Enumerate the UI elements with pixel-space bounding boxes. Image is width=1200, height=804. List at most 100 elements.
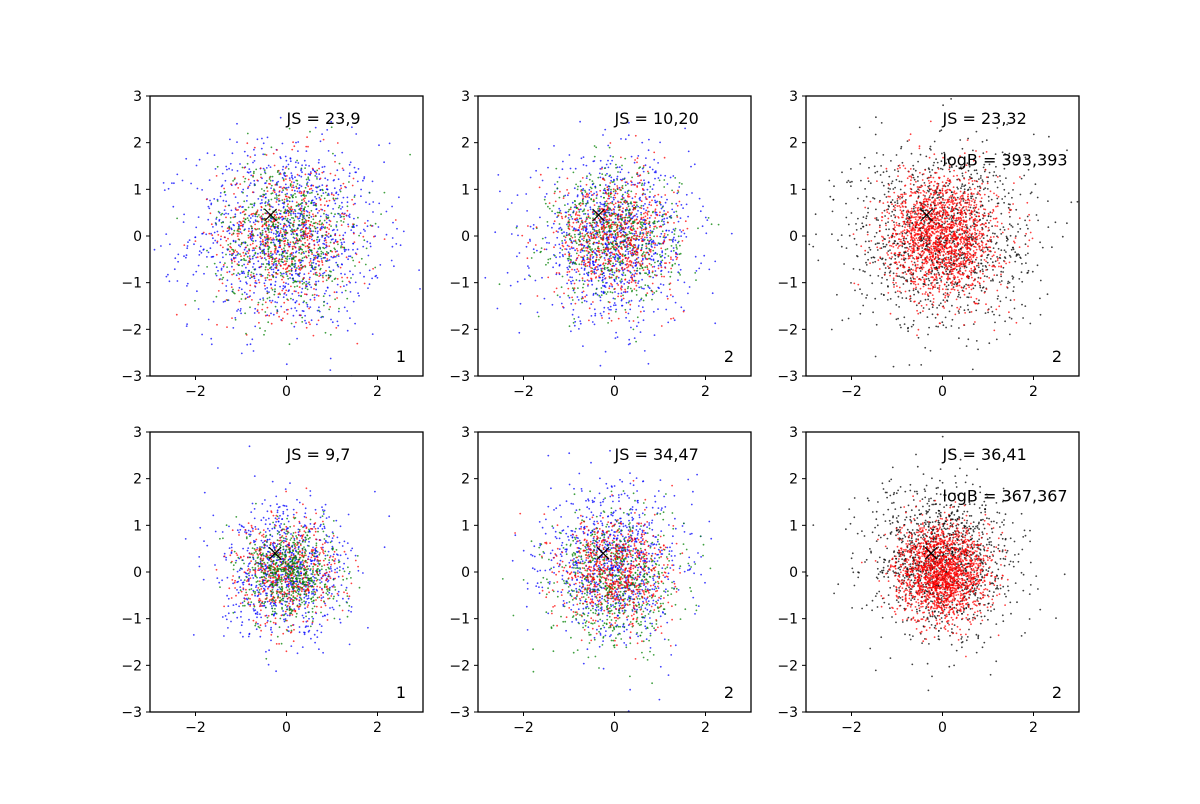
data-point bbox=[639, 226, 641, 228]
data-point bbox=[566, 267, 568, 269]
data-point bbox=[621, 285, 623, 287]
data-point bbox=[328, 217, 330, 219]
data-point bbox=[262, 224, 264, 226]
data-point bbox=[572, 280, 574, 282]
data-point bbox=[272, 222, 274, 224]
data-point bbox=[260, 174, 262, 176]
data-point bbox=[334, 175, 336, 177]
data-point bbox=[589, 217, 591, 219]
data-point bbox=[269, 178, 271, 180]
data-point bbox=[266, 234, 268, 236]
data-point bbox=[655, 170, 657, 172]
data-point bbox=[313, 288, 315, 290]
data-point bbox=[602, 252, 604, 254]
y-tick-label: 3 bbox=[461, 89, 470, 105]
data-point bbox=[562, 242, 564, 244]
data-point bbox=[572, 218, 574, 220]
data-point bbox=[286, 232, 288, 234]
data-point bbox=[282, 143, 284, 145]
data-point bbox=[607, 193, 609, 195]
data-point bbox=[248, 230, 250, 232]
data-point bbox=[582, 195, 584, 197]
data-point bbox=[541, 247, 543, 249]
data-point bbox=[630, 223, 632, 225]
data-point bbox=[242, 224, 244, 226]
data-point bbox=[340, 185, 342, 187]
data-point bbox=[572, 287, 574, 289]
data-point bbox=[663, 186, 665, 188]
data-point bbox=[217, 241, 219, 243]
data-point bbox=[595, 226, 597, 228]
data-point bbox=[649, 226, 651, 228]
data-point bbox=[239, 206, 241, 208]
data-point bbox=[568, 220, 570, 222]
data-point bbox=[621, 211, 623, 213]
data-point bbox=[294, 263, 296, 265]
data-point bbox=[303, 198, 305, 200]
data-point bbox=[553, 232, 555, 234]
data-point bbox=[271, 146, 273, 148]
data-point bbox=[645, 245, 647, 247]
data-point bbox=[293, 182, 295, 184]
data-point bbox=[628, 302, 630, 304]
data-point bbox=[637, 216, 639, 218]
data-point bbox=[284, 235, 286, 237]
data-point bbox=[287, 275, 289, 277]
data-point bbox=[280, 232, 282, 234]
data-point bbox=[604, 167, 606, 169]
data-point bbox=[615, 233, 617, 235]
data-point bbox=[605, 184, 607, 186]
data-point bbox=[682, 240, 684, 242]
data-point bbox=[602, 204, 604, 206]
data-point bbox=[282, 216, 284, 218]
data-point bbox=[310, 258, 312, 260]
data-point bbox=[616, 229, 618, 231]
data-point bbox=[330, 235, 332, 237]
data-point bbox=[319, 224, 321, 226]
data-point bbox=[651, 231, 653, 233]
data-point bbox=[608, 195, 610, 197]
data-point bbox=[656, 227, 658, 229]
data-point bbox=[642, 234, 644, 236]
data-point bbox=[623, 283, 625, 285]
data-point bbox=[641, 260, 643, 262]
data-point bbox=[588, 215, 590, 217]
data-point bbox=[231, 254, 233, 256]
data-point bbox=[633, 209, 635, 211]
data-point bbox=[226, 169, 228, 171]
data-point bbox=[326, 258, 328, 260]
data-point bbox=[641, 236, 643, 238]
data-point bbox=[264, 222, 266, 224]
data-point bbox=[675, 253, 677, 255]
data-point bbox=[535, 280, 537, 282]
data-point bbox=[343, 197, 345, 199]
data-point bbox=[311, 253, 313, 255]
data-point bbox=[273, 188, 275, 190]
data-point bbox=[320, 204, 322, 206]
data-point bbox=[244, 214, 246, 216]
data-point bbox=[240, 244, 242, 246]
data-point bbox=[284, 245, 286, 247]
data-point bbox=[267, 137, 269, 139]
data-point bbox=[244, 312, 246, 314]
data-point bbox=[639, 197, 641, 199]
data-point bbox=[610, 269, 612, 271]
data-point bbox=[586, 177, 588, 179]
data-point bbox=[659, 215, 661, 217]
data-point bbox=[326, 227, 328, 229]
data-point bbox=[283, 225, 285, 227]
data-point bbox=[249, 184, 251, 186]
data-point bbox=[594, 236, 596, 238]
data-point bbox=[259, 195, 261, 197]
data-point bbox=[248, 168, 250, 170]
data-point bbox=[603, 307, 605, 309]
data-point bbox=[611, 284, 613, 286]
data-point bbox=[554, 193, 556, 195]
data-point bbox=[270, 166, 272, 168]
data-point bbox=[661, 250, 663, 252]
data-point bbox=[642, 244, 644, 246]
data-point bbox=[308, 251, 310, 253]
data-point bbox=[606, 233, 608, 235]
data-point bbox=[586, 165, 588, 167]
